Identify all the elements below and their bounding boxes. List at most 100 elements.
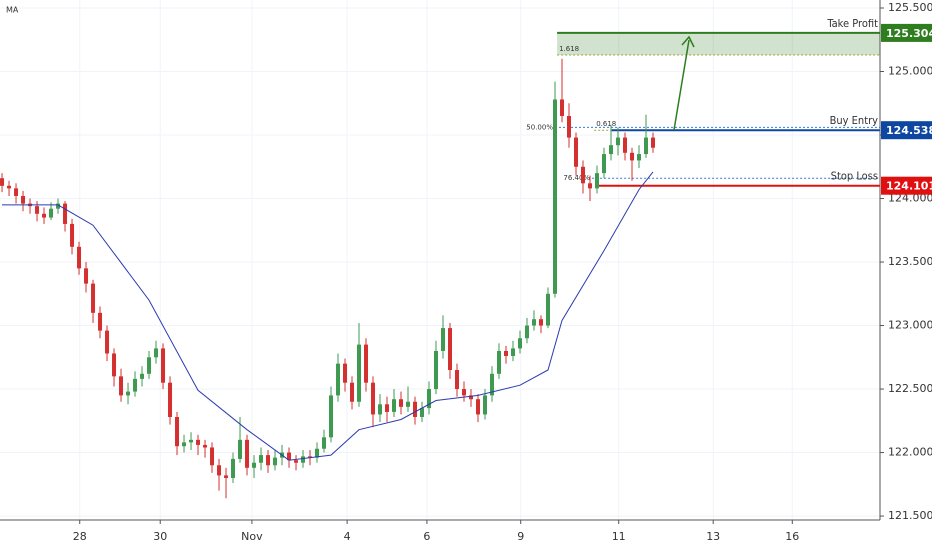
candle-body: [385, 404, 390, 412]
y-tick-label: 122.000: [888, 446, 932, 459]
candle-body: [399, 399, 404, 407]
candle-body: [238, 439, 243, 459]
candle-body: [427, 389, 432, 409]
candle-body: [609, 145, 614, 155]
level-name: Buy Entry: [830, 114, 879, 127]
candle-body: [182, 442, 187, 447]
candle-body: [595, 173, 600, 189]
candle-body: [455, 369, 460, 390]
candle-body: [175, 416, 180, 447]
y-tick-label: 124.000: [888, 192, 932, 205]
candle-body: [308, 456, 313, 458]
ma-line: [2, 171, 654, 461]
candle-body: [63, 203, 68, 224]
fib-label: 1.618: [559, 45, 579, 53]
plot: [0, 58, 656, 499]
arrow: [673, 35, 695, 131]
candle-body: [588, 183, 593, 189]
candle-body: [518, 338, 523, 349]
candle-body: [287, 452, 292, 461]
candle-body: [126, 391, 131, 396]
candle-body: [483, 395, 488, 415]
candle-body: [574, 137, 579, 167]
candle-body: [315, 448, 320, 458]
candle-body: [630, 152, 635, 161]
x-tick-label: 28: [73, 530, 87, 543]
take-profit-zone: [557, 32, 880, 55]
candle-body: [511, 348, 516, 357]
candle-body: [91, 283, 96, 313]
candle-body: [112, 353, 117, 377]
candle-body: [560, 99, 565, 116]
y-tick-label: 123.500: [888, 255, 932, 268]
candle-body: [161, 348, 166, 383]
candle-body: [301, 456, 306, 463]
x-tick-label: 13: [706, 530, 720, 543]
x-tick-label: Nov: [241, 530, 263, 543]
y-tick-label: 125.000: [888, 65, 932, 78]
candle-body: [357, 344, 362, 402]
candle-body: [413, 401, 418, 417]
candle-body: [196, 439, 201, 445]
candle-body: [420, 408, 425, 417]
candle-body: [406, 401, 411, 407]
candle-body: [602, 154, 607, 174]
candle-body: [133, 378, 138, 392]
price-label: 125.304: [886, 27, 932, 40]
candle-body: [546, 293, 551, 326]
x-tick-label: 9: [517, 530, 524, 543]
x-tick-label: 11: [612, 530, 626, 543]
candle-body: [581, 166, 586, 184]
candle-body: [336, 363, 341, 396]
candle-body: [42, 213, 47, 218]
price-label-box: [881, 23, 932, 42]
candle-body: [217, 465, 222, 476]
candle-body: [168, 382, 173, 417]
indicator-label: MA: [6, 6, 19, 15]
candle-body: [637, 154, 642, 161]
candle-body: [497, 350, 502, 374]
candle-body: [147, 357, 152, 374]
candle-body: [98, 312, 103, 331]
x-tick-label: 16: [785, 530, 799, 543]
candle-body: [371, 382, 376, 415]
fib-label: 0.618: [596, 120, 616, 128]
candle-body: [539, 319, 544, 326]
price-label: 124.538: [886, 124, 932, 137]
candle-body: [266, 455, 271, 466]
candle-body: [35, 206, 40, 214]
candle-body: [448, 328, 453, 370]
axis-labels: 121.500 122.000 122.500 123.000 123.500 124.0…: [73, 1, 932, 543]
y-tick-label: 125.500: [888, 1, 932, 14]
price-label-box: [881, 121, 932, 140]
candle-body: [231, 458, 236, 478]
candle-body: [616, 137, 621, 146]
candle-body: [294, 460, 299, 463]
candle-body: [644, 137, 649, 155]
candle-body: [189, 439, 194, 443]
level-name: Stop Loss: [831, 170, 878, 183]
candle-body: [210, 447, 215, 466]
candle-body: [322, 437, 327, 449]
candle-body: [7, 185, 12, 189]
candle-body: [651, 137, 656, 148]
candle-body: [105, 330, 110, 354]
x-tick-label: 4: [344, 530, 351, 543]
price-label: 124.101: [886, 180, 932, 193]
price-label-box: [881, 176, 932, 195]
candle-body: [350, 382, 355, 402]
candle-body: [259, 455, 264, 463]
fib-label: 50.00%: [526, 123, 553, 131]
level-name: Take Profit: [826, 17, 878, 30]
candle-body: [469, 395, 474, 400]
y-tick-label: 121.500: [888, 509, 932, 522]
candle-body: [623, 137, 628, 153]
candle-body: [21, 195, 26, 204]
candle-body: [140, 373, 145, 379]
candle-body: [224, 475, 229, 478]
x-tick-label: 30: [153, 530, 167, 543]
candle-body: [392, 399, 397, 412]
arrow-head: [681, 35, 695, 48]
y-tick-label: 122.500: [888, 382, 932, 395]
